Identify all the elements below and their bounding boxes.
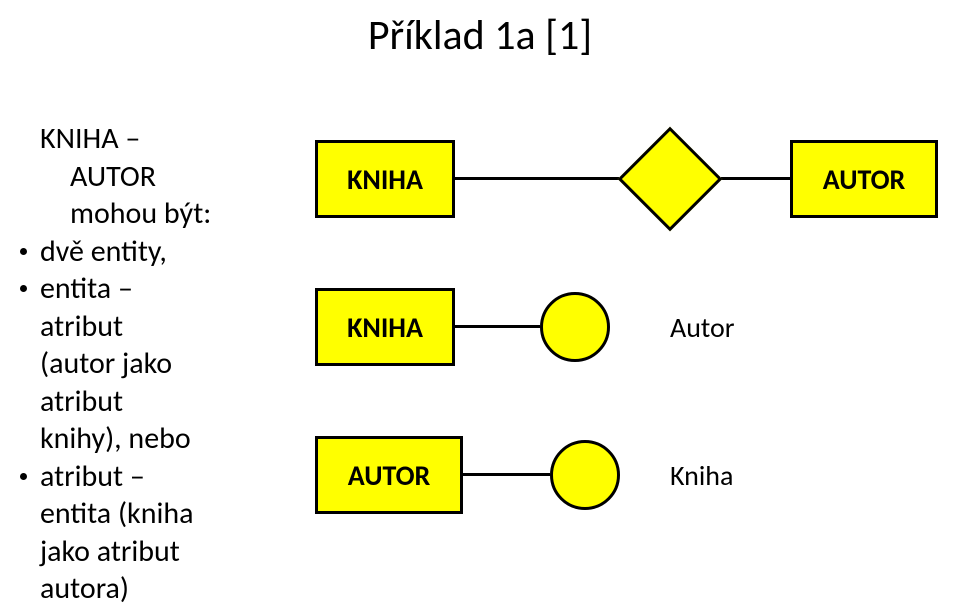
text: AUTOR bbox=[40, 158, 156, 195]
connector bbox=[455, 177, 619, 180]
entity-autor-2: AUTOR bbox=[315, 436, 463, 514]
bullet-intro: KNIHA – AUTOR mohou být: bbox=[10, 120, 290, 233]
text: entita (kniha bbox=[40, 495, 193, 532]
bullet-item-1: dvě entity, bbox=[10, 233, 290, 271]
bullet-item-2: entita – atribut (autor jako atribut kni… bbox=[10, 270, 290, 458]
entity-label: AUTOR bbox=[348, 458, 431, 493]
text: KNIHA – bbox=[40, 120, 140, 157]
bullet-list: KNIHA – AUTOR mohou být: dvě entity, ent… bbox=[10, 120, 290, 608]
attribute-circle bbox=[550, 440, 620, 510]
er-diagram: KNIHA AUTOR KNIHA Autor AUTOR Kniha bbox=[300, 110, 950, 570]
text: atribut – bbox=[40, 458, 145, 495]
text: (autor jako bbox=[40, 345, 172, 382]
connector bbox=[463, 473, 550, 476]
text: jako atribut bbox=[40, 533, 180, 570]
text: knihy), nebo bbox=[40, 420, 191, 457]
attribute-label-autor: Autor bbox=[670, 310, 735, 345]
entity-kniha: KNIHA bbox=[315, 140, 455, 218]
attribute-circle bbox=[540, 292, 610, 362]
entity-kniha-2: KNIHA bbox=[315, 288, 455, 366]
entity-label: AUTOR bbox=[823, 162, 906, 197]
connector bbox=[721, 177, 790, 180]
attribute-label-kniha: Kniha bbox=[670, 458, 733, 493]
bullet-dot-icon bbox=[20, 248, 27, 255]
entity-autor: AUTOR bbox=[790, 140, 938, 218]
text: autora) bbox=[40, 570, 129, 607]
text: dvě entity, bbox=[40, 233, 167, 270]
entity-label: KNIHA bbox=[347, 310, 423, 345]
bullet-item-3: atribut – entita (kniha jako atribut aut… bbox=[10, 458, 290, 608]
page-title: Příklad 1a [1] bbox=[0, 10, 960, 61]
text: entita – bbox=[40, 270, 133, 307]
bullet-dot-icon bbox=[20, 473, 27, 480]
connector bbox=[455, 325, 540, 328]
entity-label: KNIHA bbox=[347, 162, 423, 197]
text: mohou být: bbox=[40, 195, 211, 232]
text: atribut bbox=[40, 308, 123, 345]
text: atribut bbox=[40, 383, 123, 420]
bullet-dot-icon bbox=[20, 285, 27, 292]
relationship-diamond bbox=[618, 127, 723, 232]
